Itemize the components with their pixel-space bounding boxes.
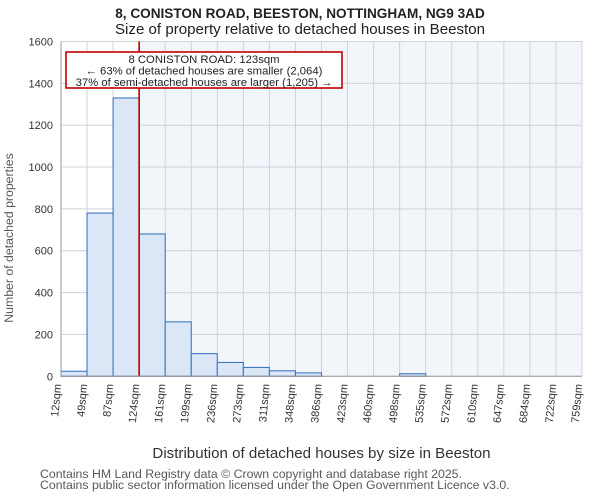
svg-text:722sqm: 722sqm bbox=[544, 383, 559, 423]
svg-text:610sqm: 610sqm bbox=[466, 383, 481, 423]
svg-text:311sqm: 311sqm bbox=[257, 383, 272, 422]
svg-text:647sqm: 647sqm bbox=[492, 383, 507, 423]
svg-text:386sqm: 386sqm bbox=[309, 383, 324, 423]
svg-text:← 63% of detached houses are s: ← 63% of detached houses are smaller (2,… bbox=[86, 66, 323, 78]
svg-text:400: 400 bbox=[35, 288, 53, 300]
svg-text:759sqm: 759sqm bbox=[570, 383, 585, 423]
svg-text:Distribution of detached house: Distribution of detached houses by size … bbox=[152, 445, 490, 462]
svg-text:1600: 1600 bbox=[29, 37, 53, 49]
svg-text:348sqm: 348sqm bbox=[283, 383, 298, 423]
svg-text:1000: 1000 bbox=[29, 162, 53, 174]
svg-text:124sqm: 124sqm bbox=[127, 383, 142, 423]
svg-text:498sqm: 498sqm bbox=[387, 383, 402, 423]
svg-text:460sqm: 460sqm bbox=[361, 383, 376, 423]
svg-text:8 CONISTON ROAD: 123sqm: 8 CONISTON ROAD: 123sqm bbox=[128, 54, 279, 66]
svg-text:0: 0 bbox=[47, 371, 53, 383]
svg-text:236sqm: 236sqm bbox=[205, 383, 220, 423]
svg-text:423sqm: 423sqm bbox=[335, 383, 350, 423]
svg-text:684sqm: 684sqm bbox=[518, 383, 533, 423]
svg-text:535sqm: 535sqm bbox=[413, 383, 428, 423]
svg-text:600: 600 bbox=[35, 246, 53, 258]
svg-text:572sqm: 572sqm bbox=[440, 383, 455, 423]
svg-text:1200: 1200 bbox=[29, 120, 53, 132]
svg-text:800: 800 bbox=[35, 204, 53, 216]
svg-text:1400: 1400 bbox=[29, 78, 53, 90]
svg-text:12sqm: 12sqm bbox=[49, 383, 64, 417]
svg-text:200: 200 bbox=[35, 329, 53, 341]
svg-text:199sqm: 199sqm bbox=[179, 383, 194, 423]
svg-text:37% of semi-detached houses ar: 37% of semi-detached houses are larger (… bbox=[76, 77, 333, 89]
svg-text:273sqm: 273sqm bbox=[231, 383, 246, 423]
svg-text:87sqm: 87sqm bbox=[101, 383, 116, 417]
svg-text:Number of detached properties: Number of detached properties bbox=[2, 153, 16, 323]
svg-text:49sqm: 49sqm bbox=[75, 383, 90, 417]
svg-text:161sqm: 161sqm bbox=[153, 383, 168, 423]
